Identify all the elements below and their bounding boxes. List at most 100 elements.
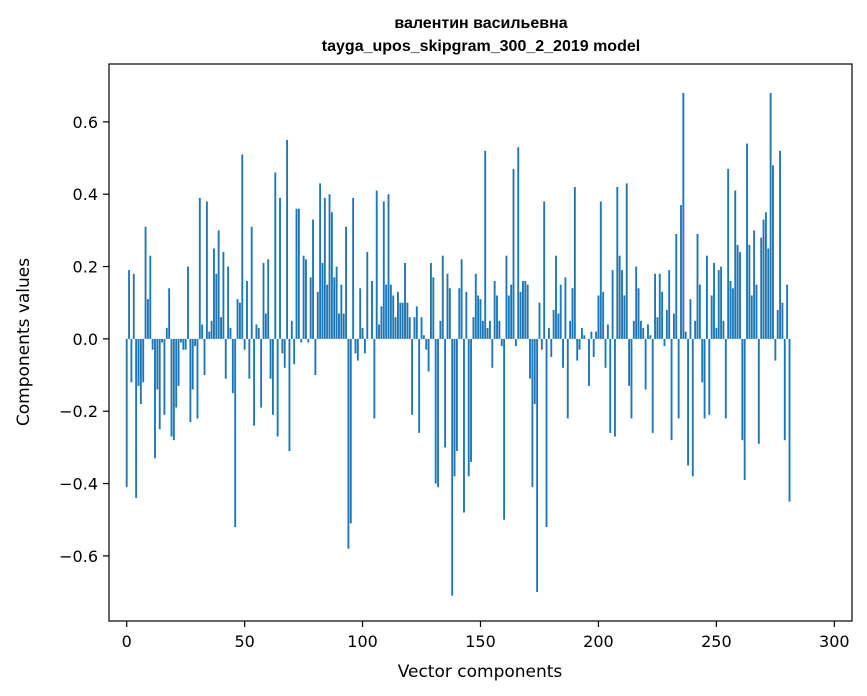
bar [177, 338, 180, 386]
bar [496, 295, 498, 339]
bar [288, 338, 291, 452]
bar [352, 197, 355, 339]
bar [460, 259, 463, 339]
bar [547, 328, 550, 339]
bar [580, 328, 583, 339]
bar [338, 313, 340, 339]
bar [583, 335, 586, 339]
bar [420, 317, 423, 339]
bar [642, 328, 645, 339]
bar [220, 317, 222, 339]
bar [267, 259, 270, 339]
bar [427, 338, 430, 372]
bar [328, 194, 331, 339]
bar [326, 284, 329, 339]
bar [378, 324, 381, 339]
bar [222, 252, 225, 339]
bar [566, 338, 569, 419]
bar [205, 201, 208, 339]
bar [500, 338, 503, 347]
bar [236, 299, 239, 339]
y-tick-label: 0.0 [73, 330, 98, 349]
bar [356, 338, 359, 361]
bar [208, 331, 211, 339]
bar [132, 273, 135, 339]
bar [635, 266, 638, 339]
bar [170, 338, 173, 437]
bar [413, 317, 416, 339]
bar [606, 324, 609, 339]
bar [488, 320, 491, 339]
bar [453, 338, 456, 477]
bar [698, 284, 701, 339]
bar [305, 259, 307, 339]
bar [415, 306, 418, 339]
bar [243, 338, 246, 350]
bar [297, 208, 300, 339]
bar [703, 338, 706, 419]
bar [448, 288, 451, 339]
y-tick-label: 0.4 [73, 185, 98, 204]
x-tick-label: 300 [819, 632, 850, 651]
bar [404, 262, 406, 339]
bar [550, 338, 553, 357]
bar [472, 317, 475, 339]
bar [302, 255, 305, 339]
bar [470, 338, 473, 462]
bar [663, 338, 666, 347]
bar [764, 212, 767, 339]
bar [375, 190, 378, 339]
bar [656, 317, 659, 339]
bar [708, 338, 711, 415]
bar [588, 338, 590, 386]
bar [524, 281, 527, 339]
bar [227, 266, 230, 339]
bar [618, 255, 621, 339]
bar [215, 273, 218, 339]
bar [611, 270, 614, 339]
bar [392, 295, 395, 339]
bar [595, 331, 598, 339]
bar [437, 338, 439, 488]
bar [281, 338, 284, 354]
y-axis-label: Components values [14, 258, 34, 426]
y-tick-label: −0.4 [59, 475, 98, 494]
bar [203, 338, 206, 376]
bar [231, 338, 234, 394]
bar [144, 226, 147, 339]
bar [213, 248, 215, 339]
bar [455, 338, 458, 452]
x-tick-label: 100 [347, 632, 378, 651]
y-axis: −0.6 −0.4 −0.2 0.0 0.2 0.4 0.6 [59, 113, 109, 566]
bar [533, 338, 536, 404]
bar [729, 281, 732, 339]
bar [484, 150, 487, 339]
bar [647, 324, 649, 339]
bar [538, 302, 541, 339]
bar [517, 147, 520, 339]
bar [187, 266, 189, 339]
bar [710, 295, 713, 339]
bar [397, 291, 399, 339]
bar [394, 317, 397, 339]
bar [458, 288, 461, 339]
bar [680, 205, 682, 339]
bar [295, 208, 298, 339]
bar [229, 328, 232, 339]
bar [741, 338, 744, 441]
bar [536, 338, 539, 593]
bar [670, 338, 673, 441]
bar [689, 299, 692, 339]
bar [163, 338, 166, 415]
bar [271, 338, 274, 415]
bar [255, 324, 258, 339]
bar [505, 255, 508, 339]
bar [661, 291, 664, 339]
bar [441, 255, 444, 339]
bar [477, 295, 480, 339]
bar [246, 281, 248, 339]
bar [746, 143, 748, 339]
bar [599, 201, 602, 339]
bars-group [125, 92, 791, 596]
bar [151, 338, 154, 350]
